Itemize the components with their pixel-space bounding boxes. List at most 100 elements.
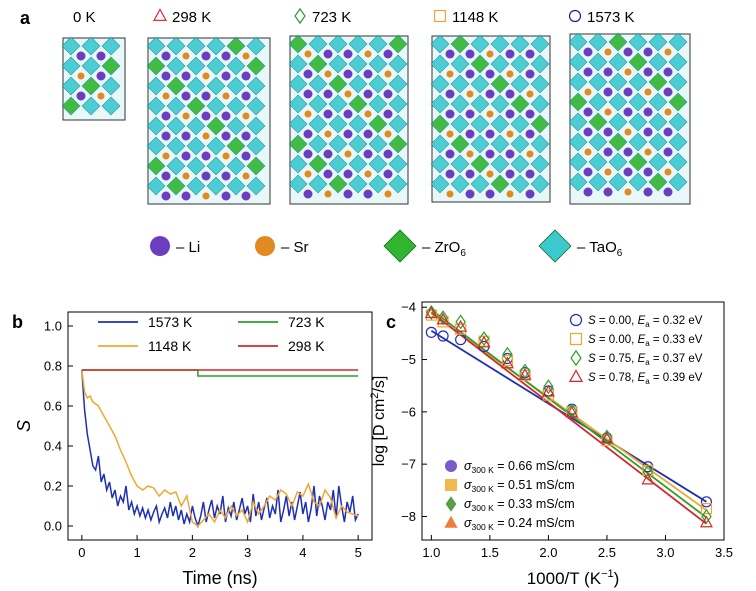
- tao6-octahedron: [430, 154, 450, 174]
- x-tick-label: 2.5: [598, 545, 616, 560]
- li-atom: [465, 129, 475, 139]
- data-point-triangle: [518, 367, 532, 380]
- tao6-octahedron: [146, 76, 166, 96]
- sr-atom: [446, 130, 454, 138]
- data-point-diamond: [701, 508, 712, 525]
- tao6-octahedron: [348, 54, 368, 74]
- tao6-octahedron: [490, 154, 510, 174]
- legend-marker-square-icon: [569, 332, 583, 346]
- tao6-octahedron: [81, 96, 101, 116]
- tao6-octahedron: [328, 94, 348, 114]
- tao6-octahedron: [226, 56, 246, 76]
- zro6-octahedron: [388, 34, 408, 54]
- tao6-octahedron: [308, 34, 328, 54]
- panel-b-letter: b: [12, 312, 23, 332]
- sr-atom: [162, 152, 170, 160]
- tao6-octahedron: [470, 114, 490, 134]
- tao6-octahedron: [328, 134, 348, 154]
- tao6-octahedron: [668, 32, 688, 52]
- sr-atom: [324, 190, 332, 198]
- tao6-octahedron: [470, 74, 490, 94]
- tao6-octahedron: [348, 114, 368, 134]
- tao6-octahedron: [146, 116, 166, 136]
- tao6-octahedron: [628, 172, 648, 192]
- sr-atom: [384, 130, 392, 138]
- li-atom: [161, 51, 171, 61]
- li-atom: [241, 151, 251, 161]
- tao6-octahedron: [568, 152, 588, 172]
- tao6-octahedron: [648, 152, 668, 172]
- li-atom: [623, 87, 633, 97]
- sr-atom: [486, 170, 494, 178]
- sr-atom: [466, 90, 474, 98]
- sr-atom: [526, 150, 534, 158]
- tao6-octahedron: [368, 94, 388, 114]
- y-tick-label: −7: [401, 457, 416, 472]
- li-atom: [505, 49, 515, 59]
- zro6-octahedron: [510, 94, 530, 114]
- sr-sphere-icon: [255, 236, 275, 256]
- tao6-octahedron: [388, 74, 408, 94]
- tao6-octahedron: [226, 76, 246, 96]
- x-tick-label: 1.0: [422, 545, 440, 560]
- sr-atom: [182, 172, 190, 180]
- zro6-octahedron: [668, 92, 688, 112]
- tao6-octahedron: [490, 34, 510, 54]
- li-atom: [603, 67, 613, 77]
- li-atom: [445, 109, 455, 119]
- tao6-octahedron: [166, 156, 186, 176]
- data-point-diamond: [502, 346, 513, 362]
- li-atom: [343, 169, 353, 179]
- li-atom: [505, 169, 515, 179]
- legend-label: 1148 K: [148, 338, 192, 354]
- li-atom: [583, 167, 593, 177]
- tao6-octahedron: [588, 32, 608, 52]
- sr-atom: [664, 48, 672, 56]
- tao6-octahedron: [568, 32, 588, 52]
- li-atom: [76, 51, 86, 61]
- legend-marker-circle-icon: [569, 313, 583, 327]
- tao6-octahedron: [308, 114, 328, 134]
- tao6-octahedron: [648, 32, 668, 52]
- li-atom: [383, 109, 393, 119]
- tao6-octahedron: [470, 134, 490, 154]
- data-point-square: [501, 354, 514, 367]
- tao6-octahedron: [288, 174, 308, 194]
- tao6-octahedron: [668, 112, 688, 132]
- series-line-1148k: [81, 369, 359, 528]
- crystal-structure: [146, 36, 271, 205]
- y-axis-label: S: [14, 420, 34, 432]
- li-atom: [201, 151, 211, 161]
- li-atom: [525, 69, 535, 79]
- sr-atom: [446, 190, 454, 198]
- tao6-octahedron: [288, 54, 308, 74]
- data-point-circle: [437, 330, 449, 342]
- li-atom: [76, 91, 86, 101]
- tao6-octahedron: [328, 114, 348, 134]
- data-point-diamond: [519, 363, 531, 379]
- tao6-octahedron: [530, 154, 550, 174]
- li-atom: [505, 149, 515, 159]
- li-atom: [343, 69, 353, 79]
- crystal-structures: [61, 32, 691, 205]
- tao6-octahedron: [648, 112, 668, 132]
- li-atom: [343, 49, 353, 59]
- tao6-octahedron: [186, 76, 206, 96]
- tao6-octahedron: [368, 34, 388, 54]
- tao6-octahedron: [568, 52, 588, 72]
- panel-b: b 0 1 2 3 4 5 0.0 0.2 0.4 0.6 0.8 1.0 Time (ns) S 1573…: [12, 311, 373, 588]
- sr-atom: [202, 72, 210, 80]
- li-atom: [343, 129, 353, 139]
- x-tick-label: 3.5: [715, 545, 733, 560]
- li-atom: [343, 189, 353, 199]
- tao6-octahedron: [186, 56, 206, 76]
- li-atom: [343, 109, 353, 119]
- li-atom: [96, 51, 106, 61]
- li-atom: [445, 49, 455, 59]
- tao6-octahedron: [328, 54, 348, 74]
- tao6-octahedron: [166, 56, 186, 76]
- zro6-octahedron: [470, 154, 490, 174]
- tao6-octahedron: [246, 176, 266, 196]
- data-point-triangle: [565, 405, 579, 418]
- tao6-octahedron: [226, 116, 246, 136]
